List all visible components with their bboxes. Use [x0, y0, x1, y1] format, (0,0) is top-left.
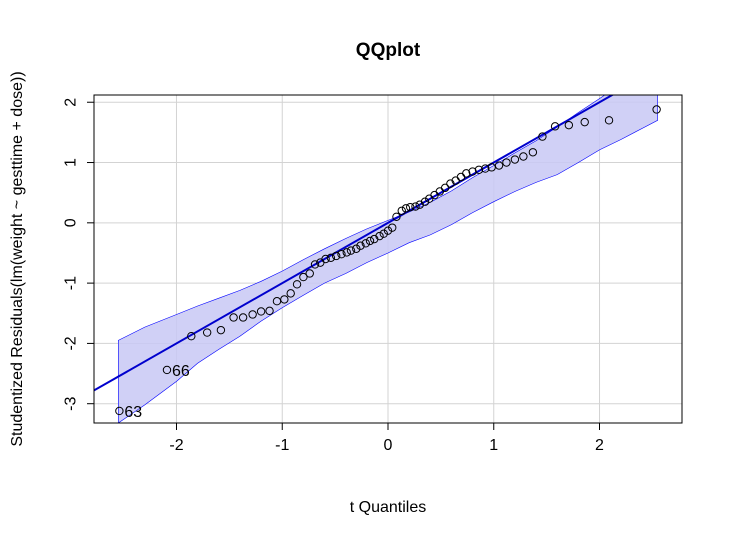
data-point — [265, 306, 274, 316]
data-point — [401, 204, 411, 213]
data-point — [550, 122, 560, 131]
y-axis-label: Studentized Residuals(lm(weight ~ gestti… — [9, 71, 26, 446]
x-axis: -2 -1 0 1 2 — [169, 423, 604, 454]
data-point — [411, 202, 420, 211]
data-point — [474, 165, 484, 174]
data-points — [115, 105, 661, 416]
data-point — [356, 241, 365, 250]
x-tick-label: -2 — [169, 437, 183, 454]
data-point — [462, 169, 471, 178]
data-point — [510, 155, 520, 164]
data-point — [248, 310, 257, 319]
plot-area: 66 63 -2 -1 0 1 2 -3 -2 -1 0 1 2 — [63, 94, 683, 454]
y-tick-label: -1 — [63, 276, 80, 290]
point-label-63: 63 — [124, 404, 142, 421]
data-point — [331, 251, 341, 261]
data-point — [321, 254, 330, 264]
data-point — [502, 158, 511, 167]
data-point — [580, 117, 589, 127]
data-point — [481, 164, 490, 173]
data-point — [115, 406, 124, 416]
data-point — [406, 202, 415, 212]
y-axis: -3 -2 -1 0 1 2 — [63, 98, 94, 411]
x-tick-label: 1 — [489, 437, 498, 454]
x-tick-label: 2 — [595, 437, 604, 454]
data-point — [299, 272, 308, 282]
data-point — [326, 253, 336, 262]
x-tick-label: 0 — [384, 437, 393, 454]
y-tick-label: -3 — [63, 396, 80, 410]
data-point — [337, 249, 346, 259]
data-point — [229, 313, 238, 322]
reference-line — [94, 95, 615, 392]
data-point — [346, 246, 356, 255]
data-point — [604, 116, 614, 125]
data-point — [420, 197, 430, 206]
y-tick-label: 2 — [63, 98, 80, 107]
confidence-band — [118, 95, 658, 423]
data-point — [538, 132, 547, 141]
data-point — [494, 161, 504, 170]
x-tick-label: -1 — [275, 437, 289, 454]
data-point — [375, 231, 384, 241]
data-point — [652, 105, 661, 114]
data-point — [238, 313, 248, 322]
data-point — [379, 229, 388, 238]
data-point — [388, 223, 397, 232]
data-point — [305, 269, 314, 278]
data-point — [216, 325, 226, 335]
data-point — [310, 260, 320, 269]
data-point — [256, 307, 266, 316]
data-point — [280, 295, 289, 304]
y-tick-label: 0 — [63, 218, 80, 227]
data-point — [392, 212, 401, 221]
data-point — [397, 206, 406, 215]
data-point — [352, 244, 361, 253]
chart-title: QQplot — [356, 40, 421, 61]
data-point — [286, 289, 295, 298]
y-tick-label: -2 — [63, 336, 80, 350]
data-point — [564, 120, 574, 130]
data-point — [528, 148, 538, 157]
data-point — [383, 226, 393, 235]
data-point — [292, 280, 302, 289]
data-point — [440, 183, 450, 193]
x-axis-label: t Quantiles — [350, 499, 426, 516]
data-point — [361, 239, 370, 248]
data-point — [202, 328, 212, 337]
data-point — [519, 152, 528, 161]
data-point — [456, 172, 466, 182]
data-point — [468, 167, 477, 176]
data-point — [342, 248, 351, 257]
data-point — [187, 331, 196, 341]
y-tick-label: 1 — [63, 158, 80, 167]
data-point — [365, 236, 375, 246]
point-label-66: 66 — [172, 363, 190, 380]
data-point — [162, 365, 172, 375]
